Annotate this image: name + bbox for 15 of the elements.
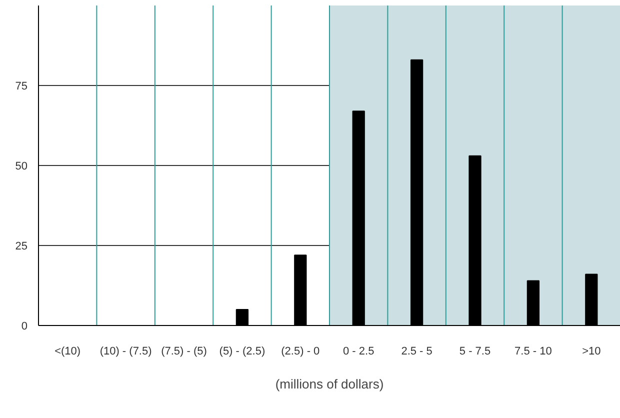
x-tick-label: 5 - 7.5 (459, 346, 491, 358)
x-axis-title: (millions of dollars) (275, 376, 384, 392)
y-tick-label: 0 (21, 320, 28, 332)
x-tick-label: (7.5) - (5) (161, 346, 207, 358)
x-tick-label: (10) - (7.5) (100, 346, 152, 358)
x-tick-label: 7.5 - 10 (514, 346, 552, 358)
x-tick-label: 0 - 2.5 (343, 346, 374, 358)
y-tick-label: 75 (15, 80, 28, 92)
x-tick-label: >10 (582, 346, 601, 358)
y-tick-label: 25 (15, 240, 28, 252)
x-tick-label: <(10) (54, 346, 81, 358)
x-tick-label: 2.5 - 5 (401, 346, 432, 358)
y-tick-label: 50 (15, 160, 28, 172)
x-tick-label: (5) - (2.5) (219, 346, 266, 358)
x-tick-label: (2.5) - 0 (281, 346, 320, 358)
